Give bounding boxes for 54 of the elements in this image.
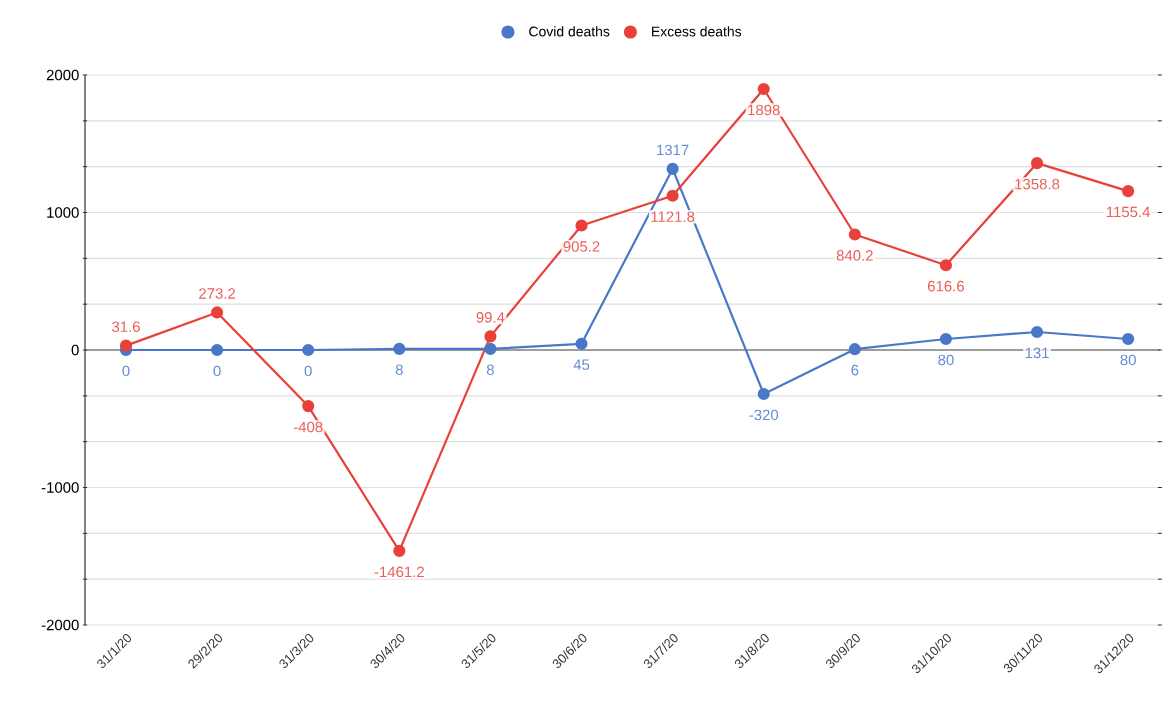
point <box>1122 332 1135 346</box>
legend-label: Excess deaths <box>652 26 742 37</box>
point <box>393 342 406 355</box>
point <box>575 219 588 232</box>
point <box>211 343 224 357</box>
data-label: 1358.8 <box>1015 178 1060 190</box>
data-label: -408 <box>293 421 323 433</box>
data-label: 99.4 <box>476 312 505 323</box>
point <box>939 332 953 346</box>
point <box>1030 157 1044 170</box>
point <box>757 82 770 96</box>
point <box>848 343 861 356</box>
data-label: 840.2 <box>836 250 873 261</box>
point <box>757 387 770 401</box>
point <box>211 306 224 319</box>
y-tick-label: 1000 <box>47 207 79 218</box>
point <box>939 259 953 272</box>
y-tick-label: 2000 <box>46 69 79 81</box>
point <box>119 339 133 352</box>
data-label: 0 <box>304 365 312 377</box>
legend-label: Covid deaths <box>529 26 610 37</box>
point <box>302 343 315 357</box>
data-label: -1461.2 <box>374 566 424 578</box>
data-label: 1155.4 <box>1106 206 1150 218</box>
point <box>666 189 679 202</box>
data-label: 273.2 <box>199 288 236 299</box>
data-label: 1121.8 <box>651 211 695 222</box>
point <box>575 337 588 350</box>
point <box>1122 185 1135 198</box>
data-label: 6 <box>851 364 859 376</box>
data-label: 0 <box>122 365 130 377</box>
data-label: 80 <box>938 354 954 366</box>
data-label: 616.6 <box>928 280 964 292</box>
point <box>1030 325 1044 339</box>
data-label: 0 <box>213 365 221 377</box>
data-label: 8 <box>486 364 494 376</box>
data-label: 905.2 <box>563 241 600 252</box>
data-label: 80 <box>1120 354 1136 366</box>
data-label: 31.6 <box>112 321 140 332</box>
data-label: 131 <box>1025 347 1049 359</box>
data-label: 1317 <box>657 144 689 156</box>
y-tick-label: -2000 <box>41 619 79 631</box>
y-tick-label: 0 <box>71 344 79 356</box>
data-label: 45 <box>573 359 590 370</box>
point <box>484 330 497 343</box>
y-tick-label: -1000 <box>41 482 79 493</box>
data-label: 1898 <box>748 104 780 116</box>
point <box>484 342 497 355</box>
data-label: 8 <box>395 364 403 376</box>
point <box>848 228 861 241</box>
point <box>302 400 315 413</box>
data-label: -320 <box>749 409 779 421</box>
point <box>393 544 406 557</box>
point <box>666 162 679 175</box>
